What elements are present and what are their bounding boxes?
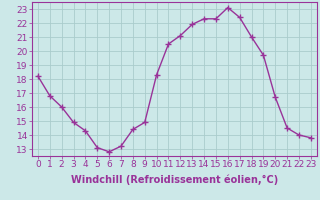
X-axis label: Windchill (Refroidissement éolien,°C): Windchill (Refroidissement éolien,°C) bbox=[71, 175, 278, 185]
